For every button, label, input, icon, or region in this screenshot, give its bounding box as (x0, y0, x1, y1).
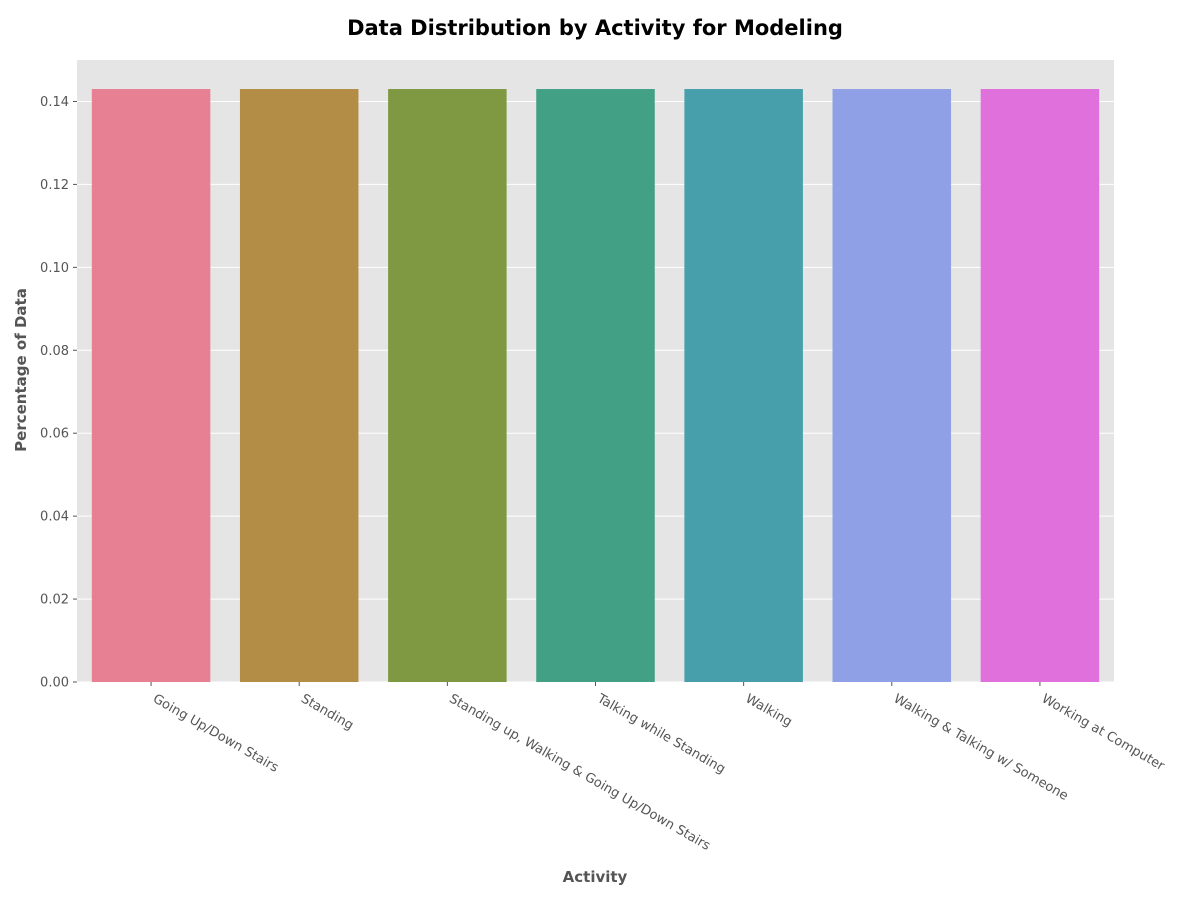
y-tick-label: 0.06 (40, 427, 69, 442)
y-axis-label: Percentage of Data (12, 288, 30, 452)
y-tick-label: 0.14 (40, 95, 69, 110)
x-axis-label: Activity (563, 868, 628, 886)
y-axis: 0.00 0.02 0.04 0.06 0.08 0.10 0.12 0.14 (40, 95, 77, 691)
x-axis: Going Up/Down Stairs Standing Standing up,… (150, 682, 1167, 854)
bar (239, 89, 359, 682)
y-tick-label: 0.10 (40, 261, 69, 276)
x-tick-label: Walking (743, 691, 795, 730)
y-tick-label: 0.08 (40, 344, 69, 359)
bar (388, 89, 507, 682)
bars (91, 89, 1100, 682)
y-tick-label: 0.02 (40, 593, 69, 608)
x-tick-label: Standing (298, 691, 356, 733)
x-tick-label: Talking while Standing (594, 691, 728, 777)
bar (536, 89, 655, 682)
x-tick-label: Going Up/Down Stairs (150, 691, 281, 775)
x-tick-label: Standing up, Walking & Going Up/Down Sta… (446, 691, 713, 854)
bar (684, 89, 803, 682)
x-tick-label: Walking & Talking w/ Someone (891, 691, 1071, 803)
y-tick-label: 0.04 (40, 510, 69, 525)
x-tick-label: Working at Computer (1039, 691, 1167, 774)
chart-title: Data Distribution by Activity for Modeli… (347, 16, 843, 40)
bar (980, 89, 1100, 682)
y-tick-label: 0.00 (40, 676, 69, 691)
y-tick-label: 0.12 (40, 178, 69, 193)
bar (832, 89, 952, 682)
bar (91, 89, 211, 682)
